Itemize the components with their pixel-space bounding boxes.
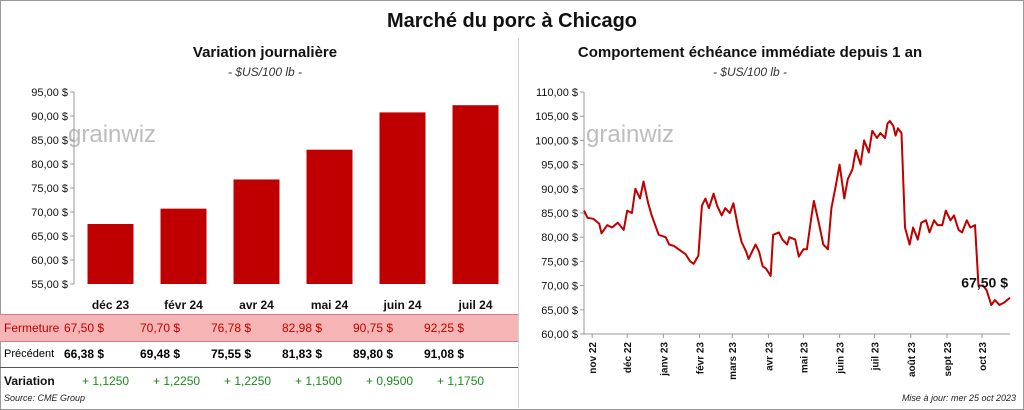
x-tick-label: mai 23 [799,342,810,374]
bar [306,149,353,284]
left-panel-subtitle: - $US/100 lb - [227,65,303,79]
y-tick-label: 95,00 $ [541,160,578,172]
table-cell: 75,55 $ [211,347,252,361]
table-cell: 81,83 $ [282,347,323,361]
table-cell: + 1,2250 [224,374,272,388]
table-row-close: Fermeture 67,50 $ 70,70 $ 76,78 $ 82,98 … [0,314,518,342]
bar [379,112,426,285]
y-tick-label: 95,00 $ [31,87,68,99]
table-cell: 66,38 $ [64,347,105,361]
y-tick-label: 75,00 $ [541,256,578,268]
y-tick-label: 90,00 $ [31,111,68,123]
table-cell: + 1,1250 [82,374,130,388]
table-cell: 91,08 $ [424,347,465,361]
x-tick-label: mars 23 [728,342,739,380]
line-chart: grainwiz 60,00 $ 65,00 $ 70,00 $ 75,00 $ 80,… [535,87,1011,380]
watermark-logo: grainwiz [68,121,156,148]
y-tick-label: 65,00 $ [541,305,578,317]
x-tick-label: nov 22 [588,342,599,374]
main-title: Marché du porc à Chicago [386,10,638,32]
table-cell: 89,80 $ [353,347,394,361]
y-tick-label: 80,00 $ [541,232,578,244]
y-tick-label: 60,00 $ [31,255,68,267]
y-tick-label: 85,00 $ [541,208,578,220]
table-cell: 90,75 $ [353,321,394,335]
bar [233,179,280,284]
x-tick-label: juin 24 [382,298,421,312]
watermark-logo: grainwiz [586,121,674,148]
series-line [583,120,1011,306]
last-value-label: 67,50 $ [961,275,1008,291]
left-panel-title: Variation journalière [192,44,338,61]
right-panel-title: Comportement échéance immédiate depuis 1… [577,44,923,61]
y-tick-label: 70,00 $ [31,207,68,219]
y-tick-label: 70,00 $ [541,281,578,293]
table-cell: + 1,1750 [437,374,485,388]
x-tick-label: juil 23 [871,342,882,372]
source-note: Source: CME Group [4,393,86,403]
x-tick-label: sept 23 [943,342,954,377]
x-tick-label: mai 24 [311,298,349,312]
y-tick-label: 80,00 $ [31,159,68,171]
table-cell: 67,50 $ [64,321,105,335]
table-row-previous: Précédent 66,38 $ 69,48 $ 75,55 $ 81,83 … [0,341,518,367]
y-tick-label: 90,00 $ [541,184,578,196]
y-tick-label: 65,00 $ [31,231,68,243]
table-row-variation: Variation + 1,1250 + 1,2250 + 1,2250 + 1… [0,367,518,394]
y-tick-label: 55,00 $ [31,279,68,291]
table-cell: 70,70 $ [140,321,181,335]
x-tick-label: oct 23 [978,342,989,371]
x-tick-label: févr 24 [164,298,203,312]
y-tick-label: 85,00 $ [31,135,68,147]
y-tick-label: 60,00 $ [541,329,578,341]
right-panel-subtitle: - $US/100 lb - [712,65,788,79]
x-tick-label: juil 24 [457,298,492,312]
table-cell: 76,78 $ [211,321,252,335]
row-label: Précédent [4,348,55,360]
x-tick-label: avr 24 [239,298,274,312]
bar [87,224,134,284]
bar [452,105,499,284]
bar [160,208,207,284]
bar-chart: grainwiz 55,00 $ 60,00 $ 65,00 $ 70,00 $ 75,… [31,87,499,312]
table-cell: 69,48 $ [140,347,181,361]
y-tick-label: 100,00 $ [535,135,578,147]
x-tick-label: juin 23 [836,342,847,375]
row-label: Fermeture [4,321,60,335]
y-tick-label: 105,00 $ [535,111,578,123]
x-tick-label: déc 23 [92,298,130,312]
table-cell: + 0,9500 [366,374,414,388]
x-tick-label: déc 22 [623,342,634,374]
x-tick-label: avr 23 [764,342,775,371]
update-note: Mise à jour: mer 25 oct 2023 [901,393,1016,403]
table-cell: + 1,2250 [153,374,201,388]
row-label: Variation [4,374,55,388]
table-cell: 82,98 $ [282,321,323,335]
x-tick-label: août 23 [907,342,918,377]
table-cell: + 1,1500 [295,374,343,388]
y-tick-label: 75,00 $ [31,183,68,195]
table-cell: 92,25 $ [424,321,465,335]
panel-divider [518,38,519,408]
y-tick-label: 110,00 $ [536,87,578,99]
x-tick-label: févr 23 [696,342,707,375]
x-tick-label: janv 23 [659,342,670,377]
